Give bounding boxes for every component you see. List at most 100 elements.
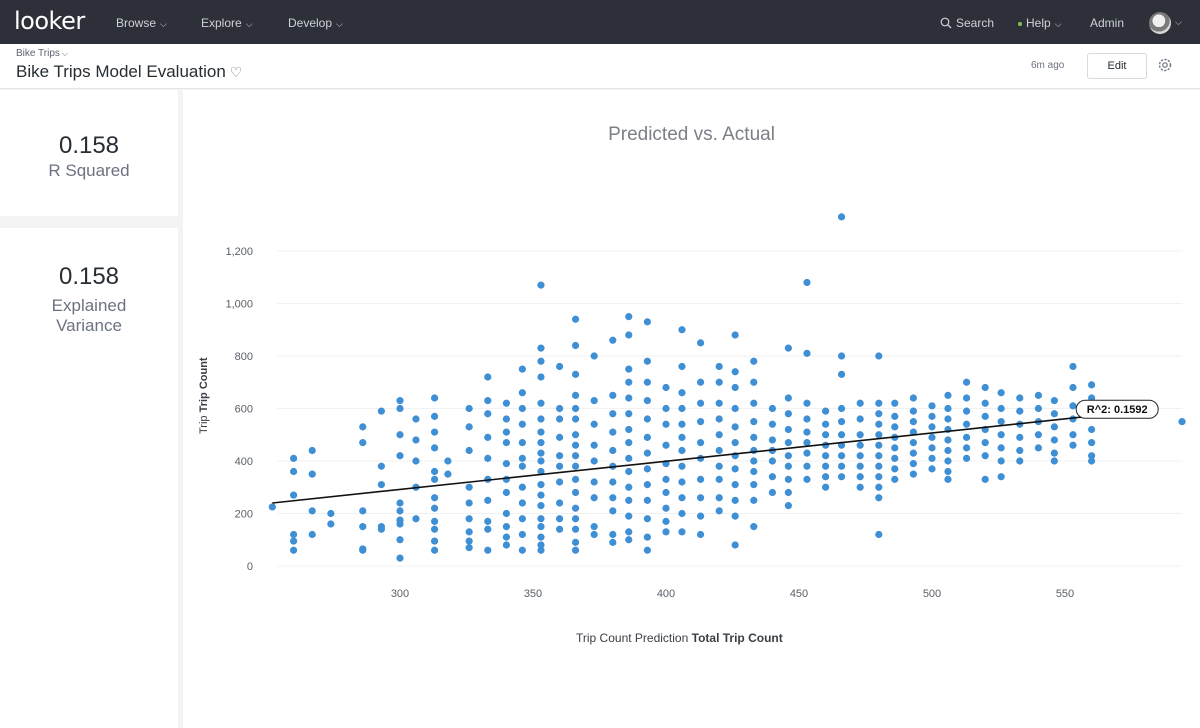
scatter-point: [1050, 449, 1058, 457]
scatter-point: [571, 538, 580, 546]
x-tick-label: 500: [923, 588, 941, 600]
chevron-down-icon: ⌵: [1054, 19, 1062, 29]
chevron-down-icon: ⌵: [245, 19, 253, 29]
chart-title: Predicted vs. Actual: [608, 124, 775, 145]
scatter-point: [571, 391, 580, 399]
scatter-point: [359, 507, 367, 515]
scatter-point: [1088, 381, 1096, 389]
y-axis-label: Trip Trip Count: [198, 357, 210, 434]
scatter-point: [590, 457, 598, 465]
scatter-point: [784, 425, 792, 434]
scatter-point: [1016, 433, 1024, 441]
scatter-point: [678, 404, 686, 413]
scatter-point: [308, 507, 316, 515]
scatter-point: [662, 420, 670, 428]
scatter-point: [430, 394, 439, 402]
scatter-point: [537, 415, 545, 423]
scatter-point: [944, 415, 952, 423]
scatter-point: [609, 478, 617, 486]
scatter-point: [430, 467, 439, 476]
scatter-point: [556, 525, 564, 533]
scatter-point: [731, 465, 739, 473]
scatter-point: [377, 407, 385, 415]
scatter-point: [537, 449, 545, 457]
scatter-point: [715, 399, 723, 407]
scatter-point: [875, 352, 883, 360]
r-squared-label: R Squared: [48, 161, 130, 180]
scatter-point: [928, 412, 936, 420]
scatter-point: [875, 483, 883, 491]
nav-explore[interactable]: Explore ⌵: [201, 16, 253, 30]
scatter-point: [556, 499, 564, 507]
scatter-point: [537, 523, 545, 531]
gear-icon[interactable]: [1156, 56, 1174, 74]
scatter-point: [1016, 394, 1024, 402]
scatter-point: [625, 536, 633, 544]
scatter-point: [715, 494, 723, 502]
avatar[interactable]: [1149, 12, 1171, 34]
scatter-point: [643, 481, 651, 489]
scatter-point: [678, 420, 686, 428]
scatter-point: [537, 457, 545, 465]
scatter-point: [556, 462, 564, 470]
scatter-point: [502, 475, 510, 483]
scatter-point: [643, 397, 651, 405]
scatter-point: [396, 404, 404, 413]
scatter-point: [625, 483, 633, 491]
scatter-point: [290, 454, 298, 462]
scatter-point: [625, 365, 633, 373]
scatter-point: [609, 428, 617, 436]
scatter-point: [430, 444, 439, 452]
breadcrumb[interactable]: Bike Trips ⌵: [16, 48, 68, 59]
scatter-point: [875, 399, 883, 407]
admin-link[interactable]: Admin: [1090, 16, 1125, 30]
scatter-point: [643, 546, 651, 554]
scatter-point: [609, 391, 617, 399]
scatter-point: [571, 431, 580, 439]
scatter-point: [537, 481, 545, 489]
scatter-point: [1178, 418, 1186, 426]
scatter-point: [662, 404, 670, 413]
scatter-point: [518, 462, 526, 470]
scatter-point: [856, 483, 864, 491]
scatter-point: [1069, 362, 1077, 371]
scatter-point: [822, 431, 830, 439]
chevron-down-icon: ⌵: [336, 19, 343, 29]
scatter-point: [768, 457, 777, 465]
scatter-point: [268, 503, 276, 511]
looker-logo[interactable]: looker: [14, 7, 85, 35]
scatter-point: [502, 399, 510, 407]
scatter-point: [609, 446, 617, 455]
search-button[interactable]: Search: [940, 16, 994, 30]
scatter-point: [1016, 446, 1024, 455]
scatter-point: [571, 415, 580, 423]
scatter-point: [837, 213, 846, 221]
r-squared-tile: 0.158 R Squared: [0, 90, 178, 222]
scatter-point: [784, 488, 792, 497]
scatter-point: [484, 433, 492, 441]
scatter-point: [731, 423, 739, 431]
nav-develop[interactable]: Develop ⌵: [288, 16, 343, 30]
scatter-point: [837, 431, 846, 439]
scatter-point: [750, 357, 758, 365]
scatter-point: [537, 491, 545, 499]
scatter-point: [502, 533, 510, 541]
y-tick-label: 0: [247, 561, 253, 573]
chevron-down-icon[interactable]: ⌵: [1175, 17, 1182, 27]
edit-button[interactable]: Edit: [1087, 53, 1147, 79]
top-navbar: looker Browse ⌵ Explore ⌵ Develop ⌵ Search …: [0, 0, 1200, 44]
scatter-point: [590, 420, 598, 428]
scatter-point: [768, 473, 777, 481]
nav-browse[interactable]: Browse ⌵: [116, 16, 167, 30]
scatter-point: [1069, 441, 1077, 449]
scatter-point: [396, 520, 404, 528]
scatter-point: [784, 394, 792, 402]
search-label: Search: [956, 16, 995, 30]
scatter-point: [518, 365, 526, 373]
scatter-point: [837, 404, 846, 413]
scatter-point: [308, 446, 316, 455]
help-menu[interactable]: Help ⌵: [1018, 16, 1062, 30]
scatter-point: [484, 410, 492, 418]
heart-icon[interactable]: ♡: [229, 64, 243, 80]
scatter-point: [308, 530, 316, 539]
